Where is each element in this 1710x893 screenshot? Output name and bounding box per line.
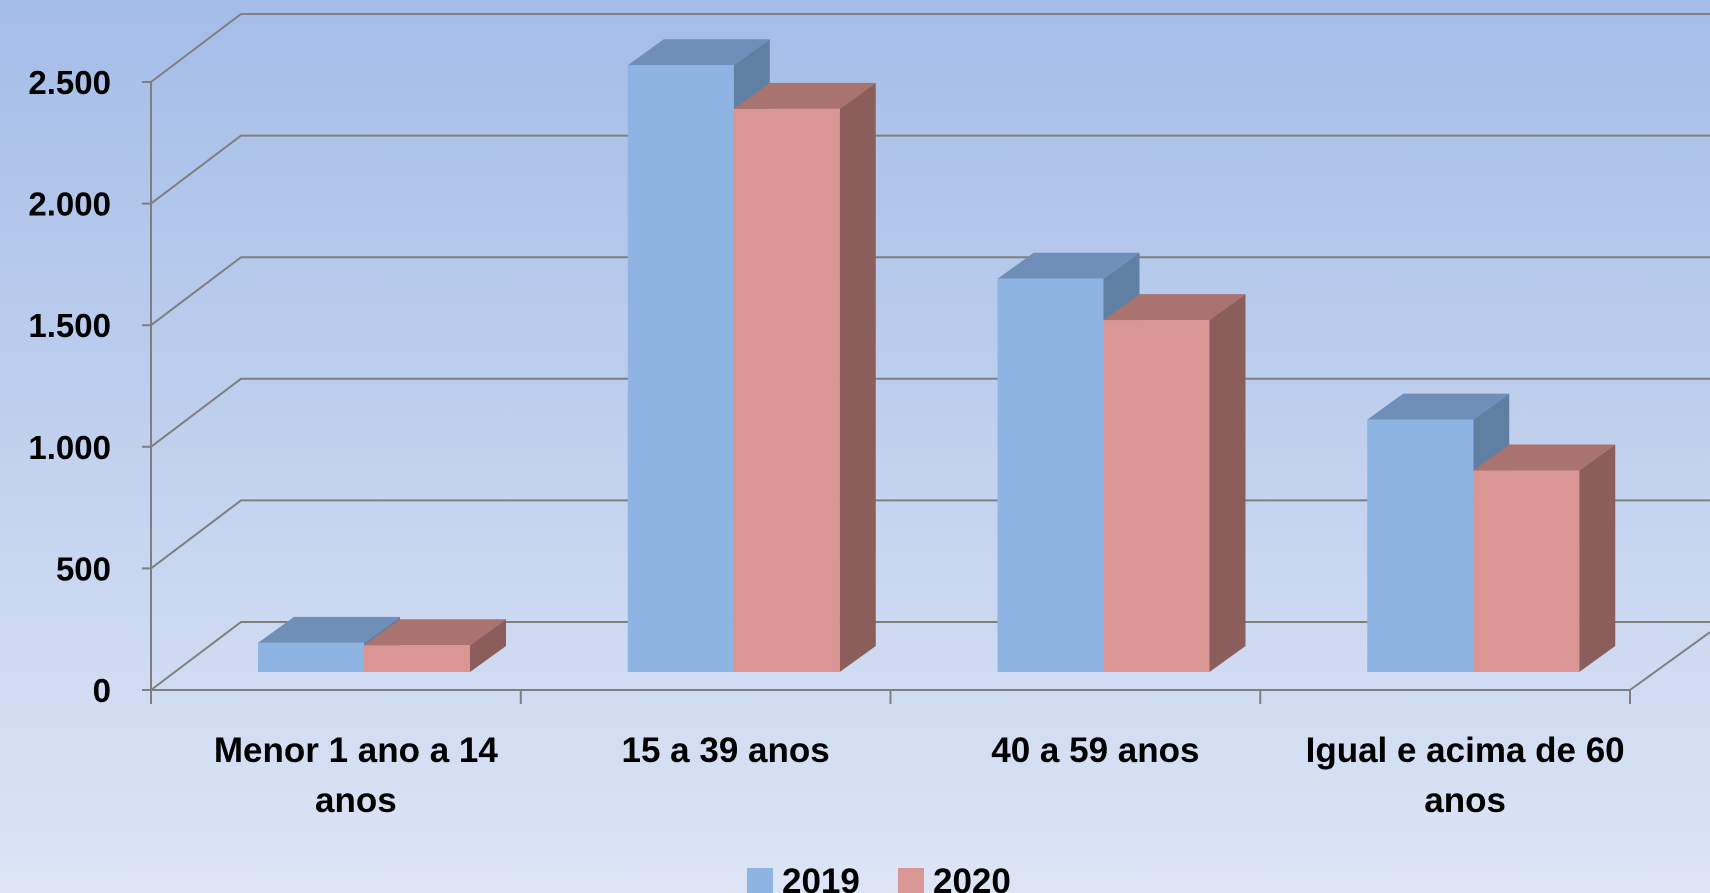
bar-2020 (1473, 470, 1580, 672)
bar-2019 (1367, 419, 1474, 672)
bar-side-2020 (470, 619, 506, 672)
x-tick-label: 40 a 59 anos (991, 731, 1199, 770)
gridline (150, 13, 1710, 83)
x-tick-label-line: anos (1424, 781, 1506, 820)
bar-side-2020 (1579, 444, 1616, 672)
labels: 0 500 1.000 1.500 2.000 2.500 Menor 1 ano a 14… (28, 64, 1624, 820)
bar-top-2020 (1103, 294, 1246, 321)
bar-top-2019 (997, 252, 1140, 279)
bar-top-2020 (364, 619, 506, 646)
bar-top-2019 (1367, 393, 1510, 420)
y-tick-label: 2.500 (28, 64, 111, 101)
gridline (150, 134, 1710, 205)
x-tick-label-line: Igual e acima de 60 (1306, 731, 1625, 770)
y-tick-label: 0 (93, 672, 111, 709)
floor-right-edge (1629, 631, 1710, 691)
bar-2020 (733, 108, 840, 673)
y-tick-label: 2.000 (28, 186, 111, 223)
legend: 2019 2020 (747, 862, 1011, 893)
bar-2019 (997, 278, 1104, 672)
legend-swatch-2020 (898, 868, 924, 893)
axes (142, 81, 1710, 704)
x-tick-label-line: 40 a 59 anos (991, 731, 1199, 770)
gridlines (150, 13, 1710, 691)
bar-top-2020 (733, 82, 876, 109)
gridline (150, 256, 1710, 326)
x-tick-label: Menor 1 ano a 14 anos (214, 731, 499, 820)
bar-side-2020 (839, 82, 876, 673)
bar-top-2020 (1473, 444, 1616, 471)
bar-side-2020 (1209, 294, 1246, 672)
y-tick-label: 1.000 (28, 429, 111, 466)
x-tick-label: 15 a 39 anos (622, 731, 830, 770)
legend-swatch-2019 (747, 868, 773, 893)
x-tick-label-line: 15 a 39 anos (622, 731, 830, 770)
bar-2020 (364, 645, 470, 672)
x-tick-label-line: Menor 1 ano a 14 (214, 731, 499, 770)
x-tick-label: Igual e acima de 60 anos (1306, 731, 1625, 820)
bar-2019 (627, 65, 734, 672)
legend-label-2019: 2019 (782, 862, 860, 893)
x-tick-label-line: anos (315, 781, 397, 820)
bar-2019 (258, 642, 364, 672)
bars (258, 39, 1616, 673)
legend-label-2020: 2020 (933, 862, 1011, 893)
bar-2020 (1103, 320, 1210, 672)
y-tick-label: 500 (56, 550, 111, 587)
bar-top-2019 (258, 616, 400, 643)
bar-top-2019 (627, 39, 770, 66)
y-tick-label: 1.500 (28, 307, 111, 344)
